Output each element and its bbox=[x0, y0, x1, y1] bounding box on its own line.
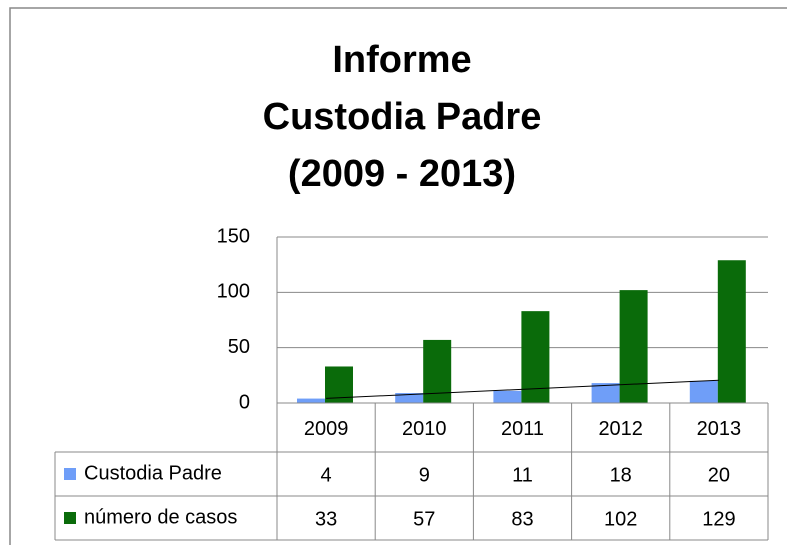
x-tick-label: 2009 bbox=[304, 418, 349, 440]
chart-frame bbox=[9, 7, 787, 545]
legend-swatch bbox=[64, 468, 76, 480]
x-tick-label: 2012 bbox=[598, 418, 643, 440]
y-tick-label: 0 bbox=[239, 391, 250, 413]
bar bbox=[591, 383, 620, 403]
x-tick-label: 2010 bbox=[402, 418, 447, 440]
y-tick-label: 100 bbox=[217, 281, 250, 303]
bar bbox=[717, 260, 746, 403]
bar bbox=[395, 393, 424, 403]
table-value: 102 bbox=[604, 508, 637, 530]
table-value: 33 bbox=[315, 508, 337, 530]
legend-label: Custodia Padre bbox=[84, 462, 222, 484]
chart-title: (2009 - 2013) bbox=[288, 153, 516, 195]
table-value: 4 bbox=[321, 464, 332, 486]
chart-title: Custodia Padre bbox=[263, 96, 542, 138]
bar bbox=[297, 398, 325, 403]
legend-label: número de casos bbox=[84, 506, 237, 528]
table-value: 9 bbox=[419, 464, 430, 486]
chart-title: Informe bbox=[332, 39, 471, 81]
table-value: 18 bbox=[610, 464, 632, 486]
bar bbox=[493, 390, 522, 403]
table-value: 20 bbox=[708, 464, 730, 486]
y-tick-label: 50 bbox=[228, 336, 250, 358]
bar bbox=[689, 380, 718, 403]
x-tick-label: 2013 bbox=[697, 418, 742, 440]
y-tick-label: 150 bbox=[217, 225, 250, 247]
table-value: 57 bbox=[413, 508, 435, 530]
trendline bbox=[326, 379, 719, 399]
bar bbox=[521, 311, 550, 403]
table-value: 11 bbox=[512, 464, 533, 486]
x-tick-label: 2011 bbox=[501, 418, 544, 440]
legend-swatch bbox=[64, 512, 76, 524]
bar bbox=[619, 290, 648, 403]
table-value: 83 bbox=[511, 508, 533, 530]
table-value: 129 bbox=[702, 508, 735, 530]
